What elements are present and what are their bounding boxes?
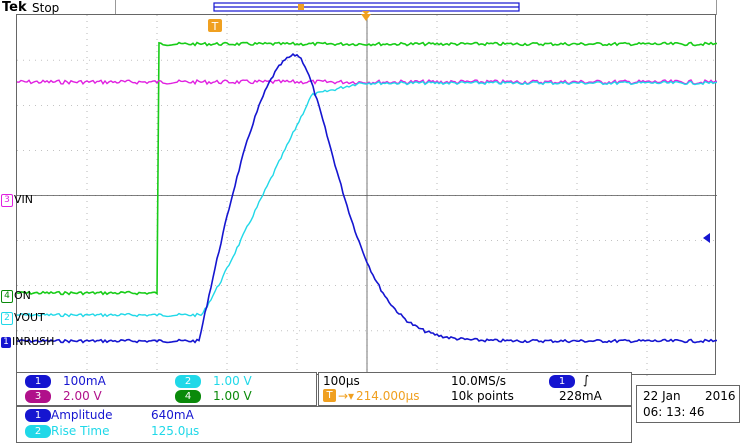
trigger-position-marker: T xyxy=(208,19,222,33)
acquisition-status: Stop xyxy=(32,1,60,15)
channel-1-label[interactable]: 1 INRUSH xyxy=(1,335,54,348)
measurement-1-name: Amplitude xyxy=(51,408,113,422)
date-time-display: 22 Jan 2016 06: 13: 46 xyxy=(636,385,740,423)
measurements-panel[interactable]: 1 Amplitude 640mA 2 Rise Time 125.0µs xyxy=(16,406,632,443)
ch2-scale-badge[interactable]: 2 xyxy=(175,375,201,388)
waveform-display[interactable] xyxy=(16,14,718,376)
top-bar: Tek Stop xyxy=(0,0,740,16)
measurement-2-badge: 2 xyxy=(25,425,51,438)
sample-rate: 10.0MS/s xyxy=(451,374,506,388)
channel-1-marker: 1 xyxy=(1,336,11,348)
channel-3-name: VIN xyxy=(14,193,33,206)
trigger-icon: T xyxy=(323,389,336,402)
ch4-scale-badge[interactable]: 4 xyxy=(175,390,201,403)
ch4-scale-value: 1.00 V xyxy=(213,389,252,403)
ch3-scale-badge[interactable]: 3 xyxy=(25,390,51,403)
record-window-indicator xyxy=(213,2,520,15)
trigger-position: 214.000µs xyxy=(356,389,420,403)
brand-logo: Tek xyxy=(2,0,27,15)
time-of-day: 06: 13: 46 xyxy=(643,405,705,419)
waveform-ch4 xyxy=(16,41,718,296)
measurement-1-value: 640mA xyxy=(151,408,194,422)
record-overview-bar[interactable] xyxy=(115,0,717,15)
graticule xyxy=(16,15,718,376)
horizontal-trigger-panel[interactable]: 100µs 10.0MS/s 1 ∫ T →▾ 214.000µs 10k po… xyxy=(318,372,632,406)
channel-2-marker: 2 xyxy=(1,311,13,325)
time-per-div: 100µs xyxy=(323,374,360,388)
channel-4-label[interactable]: 4 ON xyxy=(1,289,31,303)
waveform-ch1 xyxy=(16,52,718,344)
measurement-2-name: Rise Time xyxy=(51,424,110,438)
channel-3-marker: 3 xyxy=(1,193,13,207)
channel-2-name: VOUT xyxy=(14,311,45,324)
channel-2-label[interactable]: 2 VOUT xyxy=(1,311,45,325)
trigger-arrow-icon: →▾ xyxy=(338,389,355,403)
expansion-point-icon xyxy=(361,14,371,21)
trigger-source-badge[interactable]: 1 xyxy=(549,375,575,388)
trigger-slope-icon: ∫ xyxy=(583,373,590,387)
date-year: 2016 xyxy=(705,389,736,403)
trigger-level: 228mA xyxy=(559,389,602,403)
vertical-scale-panel[interactable]: 1 100mA 2 1.00 V 3 2.00 V 4 1.00 V xyxy=(16,372,317,406)
ch1-scale-badge[interactable]: 1 xyxy=(25,375,51,388)
trigger-level-icon xyxy=(703,233,710,243)
date-day: 22 Jan xyxy=(643,389,681,403)
ch3-scale-value: 2.00 V xyxy=(63,389,102,403)
ch2-scale-value: 1.00 V xyxy=(213,374,252,388)
channel-4-name: ON xyxy=(14,289,31,302)
measurement-1-badge: 1 xyxy=(25,409,51,422)
channel-3-label[interactable]: 3 VIN xyxy=(1,193,33,207)
channel-4-marker: 4 xyxy=(1,289,13,303)
waveform-ch2 xyxy=(16,80,718,318)
channel-1-name: INRUSH xyxy=(12,335,55,348)
measurement-2-value: 125.0µs xyxy=(151,424,200,438)
record-length: 10k points xyxy=(451,389,514,403)
ch1-scale-value: 100mA xyxy=(63,374,106,388)
trigger-marker-text: T xyxy=(211,20,219,33)
